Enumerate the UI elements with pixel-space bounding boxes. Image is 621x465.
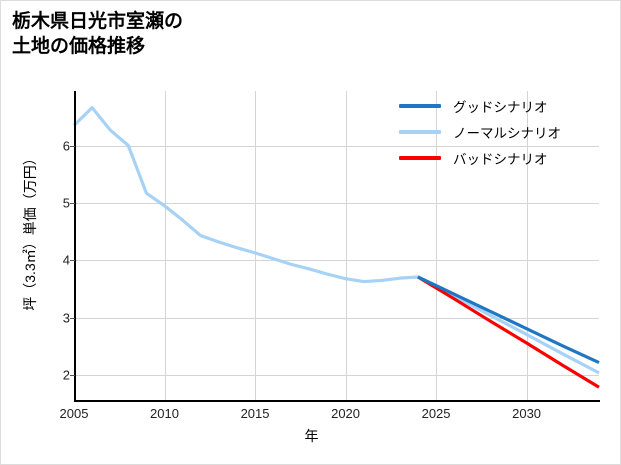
x-axis-spine bbox=[74, 400, 600, 402]
gridline-horizontal bbox=[74, 260, 599, 262]
legend-color-swatch bbox=[399, 156, 441, 160]
x-tick-label: 2005 bbox=[59, 406, 89, 421]
gridline-vertical bbox=[255, 91, 257, 401]
x-axis-title: 年 bbox=[304, 428, 319, 444]
series-lines bbox=[72, 106, 600, 389]
gridline-vertical bbox=[345, 91, 347, 401]
x-tick-label: 2020 bbox=[331, 406, 361, 421]
chart-title: 栃木県日光市室瀬の 土地の価格推移 bbox=[12, 11, 184, 58]
x-tick-label: 2015 bbox=[240, 406, 270, 421]
y-tick-label: 3 bbox=[62, 310, 70, 326]
gridline-horizontal bbox=[74, 145, 599, 147]
y-tick-mark bbox=[70, 202, 75, 204]
y-tick-mark bbox=[70, 260, 75, 262]
series-line bbox=[417, 275, 600, 364]
gridline-horizontal bbox=[74, 202, 599, 204]
y-axis-title: 坪（3.3㎡）単価（万円） bbox=[22, 151, 38, 311]
legend-color-swatch bbox=[399, 130, 441, 134]
legend-item[interactable]: バッドシナリオ bbox=[399, 145, 599, 171]
y-tick-label: 5 bbox=[62, 195, 70, 211]
gridline-vertical bbox=[436, 91, 438, 401]
legend-item[interactable]: グッドシナリオ bbox=[399, 93, 599, 119]
x-tick-label: 2010 bbox=[150, 406, 179, 421]
y-tick-label: 2 bbox=[62, 367, 70, 383]
plot-area bbox=[72, 91, 600, 401]
y-tick-label: 4 bbox=[62, 252, 70, 268]
y-tick-mark bbox=[70, 317, 75, 319]
y-tick-mark bbox=[70, 145, 75, 147]
y-axis-ticks: 2 3 4 5 6 bbox=[44, 91, 75, 401]
chart-legend: グッドシナリオ ノーマルシナリオ バッドシナリオ bbox=[399, 93, 599, 171]
gridline-horizontal bbox=[74, 375, 599, 377]
x-tick-label: 2025 bbox=[421, 406, 451, 421]
gridline-horizontal bbox=[74, 317, 599, 319]
x-tick-label: 2030 bbox=[512, 406, 542, 421]
y-tick-label: 6 bbox=[62, 138, 70, 154]
legend-label: グッドシナリオ bbox=[453, 100, 548, 115]
x-axis-ticks: 2005 2010 2015 2020 2025 2030 bbox=[60, 406, 599, 426]
series-line bbox=[417, 275, 600, 389]
legend-label: バッドシナリオ bbox=[453, 152, 548, 167]
legend-color-swatch bbox=[399, 104, 441, 108]
gridline-vertical bbox=[164, 91, 166, 401]
y-axis-spine bbox=[74, 91, 76, 402]
legend-label: ノーマルシナリオ bbox=[453, 126, 561, 141]
y-tick-mark bbox=[70, 375, 75, 377]
gridline-vertical bbox=[526, 91, 528, 401]
legend-item[interactable]: ノーマルシナリオ bbox=[399, 119, 599, 145]
